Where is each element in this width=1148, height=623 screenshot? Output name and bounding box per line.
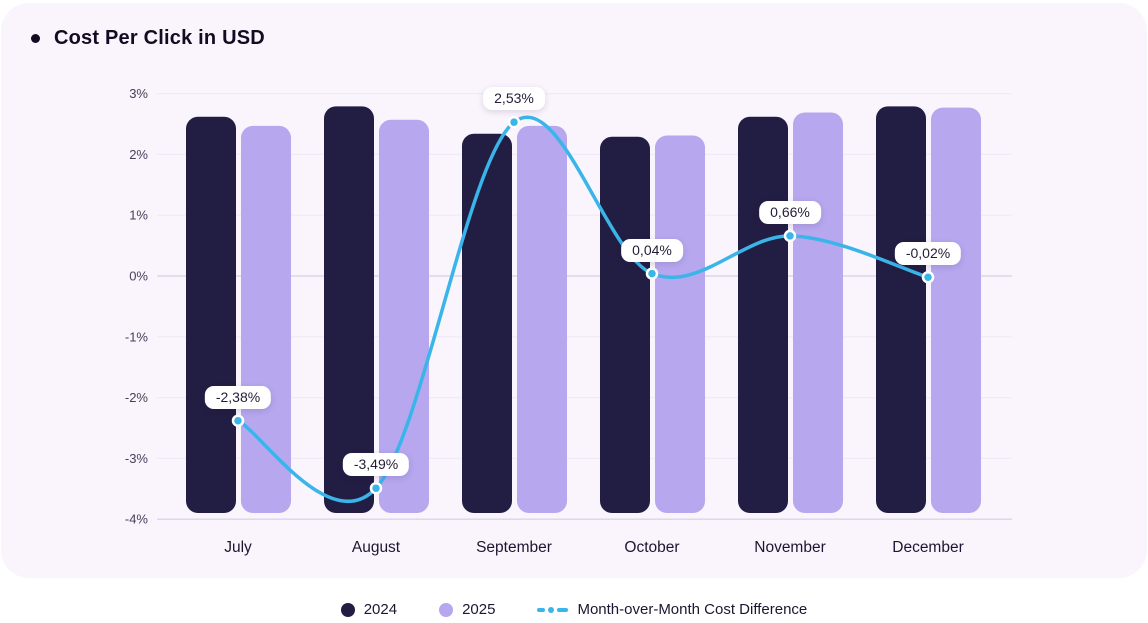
line-value-label-july: -2,38% [204,385,272,409]
line-value-label-september: 2,53% [483,87,545,111]
line-point-december[interactable] [921,270,935,284]
line-point-september[interactable] [507,115,521,129]
bar-2024-october[interactable] [600,136,650,513]
line-value-label-october: 0,04% [621,238,683,262]
page-title: Cost Per Click in USD [54,27,265,49]
bar-2025-july[interactable] [241,125,291,513]
y-axis-tick-1%: 1% [129,208,148,223]
x-axis-label-august: August [352,539,401,556]
bar-2025-december[interactable] [931,107,981,514]
x-axis-label-december: December [892,539,964,556]
x-axis-label-november: November [754,539,826,556]
line-value-label-december: -0,02% [894,242,962,266]
bar-2024-december[interactable] [876,106,926,514]
line-point-october[interactable] [645,267,659,280]
legend-item-mom-difference[interactable]: Month-over-Month Cost Difference [537,601,807,618]
bar-2024-july[interactable] [186,116,236,513]
bar-2024-august[interactable] [324,106,374,514]
x-axis-label-october: October [624,539,679,556]
y-axis-tick--1%: -1% [125,329,149,344]
legend-label-2024: 2024 [363,601,398,618]
y-axis-tick-3%: 3% [129,86,148,101]
bar-2025-october[interactable] [655,135,705,513]
line-value-label-august: -3,49% [342,453,410,477]
y-axis-tick--4%: -4% [125,512,149,527]
bar-2025-august[interactable] [379,119,429,513]
legend-swatch-2024 [340,602,355,617]
chart-legend: 2024 2025 Month-over-Month Cost Differen… [0,596,1148,623]
bar-2025-november[interactable] [793,112,843,513]
cost-per-click-chart: 3% 2% 1% 0% -1% -2% -3% -4% July August September O… [125,86,1012,556]
legend-label-2025: 2025 [462,601,496,618]
line-point-july[interactable] [231,414,245,427]
x-axis-label-july: July [224,539,252,556]
line-point-august[interactable] [369,481,383,495]
line-point-november[interactable] [783,229,797,243]
legend-item-2025[interactable]: 2025 [439,601,495,618]
chart-header: Cost Per Click in USD [31,27,265,50]
x-axis-label-september: September [476,539,552,556]
legend-label-mom-difference: Month-over-Month Cost Difference [577,601,808,618]
bar-2024-september[interactable] [462,133,512,513]
line-value-label-november: 0,66% [759,200,821,224]
title-bullet-icon [31,34,40,43]
y-axis-tick--3%: -3% [125,451,149,466]
bar-2024-november[interactable] [738,116,788,513]
legend-item-2024[interactable]: 2024 [340,601,398,618]
legend-swatch-2025 [439,602,454,617]
y-axis-tick-2%: 2% [129,147,148,162]
y-axis-tick-0%: 0% [129,269,148,284]
y-axis-tick--2%: -2% [125,390,149,405]
legend-dash-dot-line-icon [537,606,569,613]
bar-2025-september[interactable] [517,125,567,513]
